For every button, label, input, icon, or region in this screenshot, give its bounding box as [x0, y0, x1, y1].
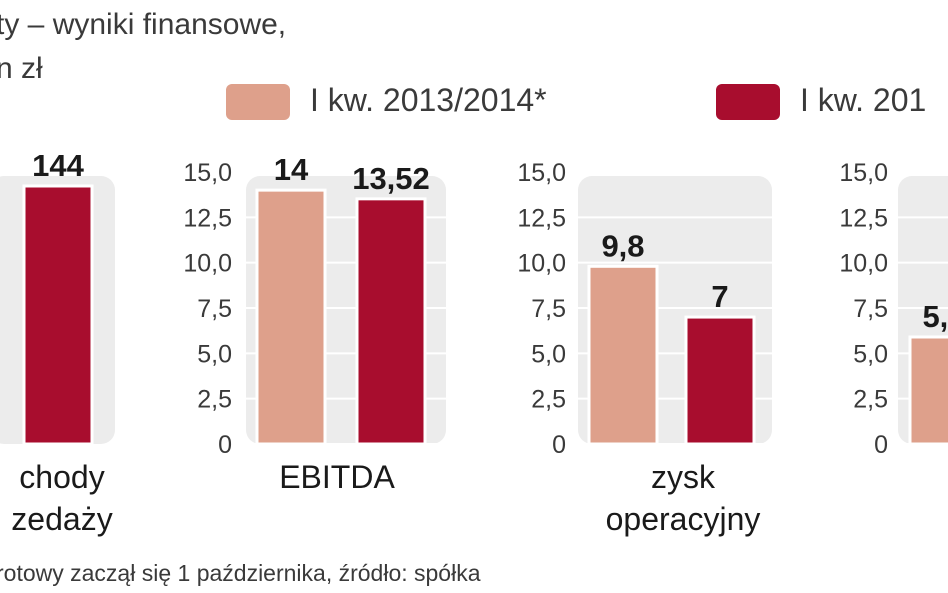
- y-tick-label-3-0: 0: [874, 431, 888, 459]
- y-tick-label-1-5: 12,5: [183, 204, 232, 232]
- y-tick-label-3-3: 7,5: [853, 295, 888, 323]
- y-tick-label-2-5: 12,5: [517, 204, 566, 232]
- bar-1-1: [355, 197, 427, 446]
- bar-2-1: [684, 315, 756, 446]
- y-tick-label-3-5: 12,5: [839, 204, 888, 232]
- y-tick-label-2-3: 7,5: [531, 295, 566, 323]
- chart-subtitle-unit: n zł: [0, 52, 43, 85]
- data-label-2-0: 9,8: [601, 228, 644, 263]
- bar-3-0: [908, 335, 948, 446]
- y-tick-label-3-4: 10,0: [839, 250, 888, 278]
- category-label-2-0: zysk: [651, 459, 716, 495]
- y-tick-label-2-4: 10,0: [517, 250, 566, 278]
- category-label-1-0: EBITDA: [279, 459, 395, 495]
- y-tick-label-2-6: 15,0: [517, 159, 566, 187]
- y-tick-label-3-2: 5,0: [853, 340, 888, 368]
- category-label-0-1: zedaży: [11, 501, 112, 537]
- footnote: rotowy zaczął się 1 października, źródło…: [0, 560, 481, 586]
- y-tick-label-2-0: 0: [552, 431, 566, 459]
- data-label-1-1: 13,52: [352, 161, 430, 196]
- data-label-2-1: 7: [711, 279, 728, 314]
- y-tick-label-1-0: 0: [218, 431, 232, 459]
- y-tick-label-1-2: 5,0: [197, 340, 232, 368]
- y-tick-label-1-1: 2,5: [197, 386, 232, 414]
- y-tick-label-1-3: 7,5: [197, 295, 232, 323]
- category-label-0-0: chody: [19, 459, 104, 495]
- y-tick-label-2-1: 2,5: [531, 386, 566, 414]
- legend-swatch-curr: [716, 84, 780, 120]
- data-label-3-0: 5,9: [922, 299, 948, 334]
- y-tick-label-1-6: 15,0: [183, 159, 232, 187]
- y-tick-label-1-4: 10,0: [183, 250, 232, 278]
- category-label-2-1: operacyjny: [606, 501, 761, 537]
- data-label-1-0: 14: [274, 152, 309, 187]
- y-tick-label-3-1: 2,5: [853, 386, 888, 414]
- bar-1-0: [255, 188, 327, 446]
- y-tick-label-2-2: 5,0: [531, 340, 566, 368]
- legend-label-curr: I kw. 201: [800, 82, 927, 118]
- data-label-0-1: 144: [32, 148, 84, 183]
- y-tick-label-3-6: 15,0: [839, 159, 888, 187]
- bar-0-1: [22, 184, 94, 446]
- legend-label-prev: I kw. 2013/2014*: [310, 82, 547, 118]
- bar-2-0: [587, 264, 659, 446]
- legend-swatch-prev: [226, 84, 290, 120]
- chart-title: ty – wyniki finansowe,: [0, 8, 287, 41]
